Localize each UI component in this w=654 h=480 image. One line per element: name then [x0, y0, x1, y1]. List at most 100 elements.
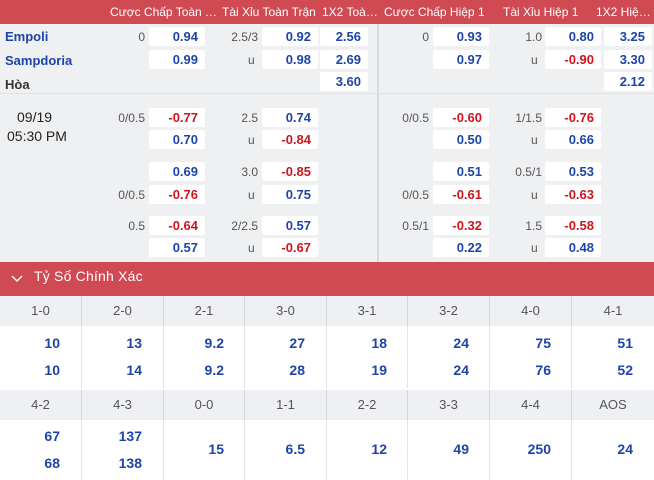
score-odds-home[interactable]: 51 — [617, 335, 633, 351]
h1-handicap-away-odds[interactable]: -0.61 — [433, 185, 489, 204]
h1-1x2-draw-odds[interactable]: 2.12 — [604, 72, 652, 91]
ft-1x2-away-odds[interactable]: 2.69 — [320, 50, 368, 69]
score-label: 3-2 — [407, 296, 489, 326]
score-odds-home[interactable]: 10 — [44, 335, 60, 351]
away-team-name[interactable]: Sampdoria — [5, 53, 73, 68]
ft-handicap-away-odds[interactable]: 0.99 — [149, 50, 205, 69]
score-odds-home[interactable]: 18 — [371, 335, 387, 351]
h1-1x2-home-odds[interactable]: 3.25 — [604, 27, 652, 46]
score-odds[interactable]: 15 — [208, 441, 224, 457]
score-odds-home[interactable]: 24 — [453, 335, 469, 351]
h1-handicap-line: 0 — [422, 30, 429, 44]
score-odds-away[interactable]: 28 — [289, 362, 305, 378]
under-label: u — [531, 188, 538, 202]
column-divider — [489, 326, 490, 388]
score-odds-home[interactable]: 137 — [118, 428, 142, 444]
score-odds-away[interactable]: 24 — [453, 362, 469, 378]
ft-under-odds[interactable]: 0.75 — [262, 185, 318, 204]
ft-over-odds[interactable]: 0.74 — [262, 108, 318, 127]
score-label: 1-1 — [244, 390, 326, 420]
score-odds-away[interactable]: 14 — [126, 362, 142, 378]
ft-1x2-home-odds[interactable]: 2.56 — [320, 27, 368, 46]
h1-handicap-home-odds[interactable]: -0.32 — [433, 216, 489, 235]
score-odds[interactable]: 49 — [453, 441, 469, 457]
correct-score-header[interactable]: Tỷ Số Chính Xác — [0, 262, 654, 296]
under-label: u — [531, 133, 538, 147]
h1-under-odds[interactable]: -0.63 — [545, 185, 601, 204]
score-label: 2-0 — [81, 296, 163, 326]
chevron-down-icon[interactable] — [10, 272, 24, 286]
h1-handicap-home-odds[interactable]: 0.51 — [433, 162, 489, 181]
score-odds-away[interactable]: 76 — [535, 362, 551, 378]
score-odds-away[interactable]: 138 — [118, 455, 142, 471]
score-odds-away[interactable]: 19 — [371, 362, 387, 378]
ft-handicap-home-odds[interactable]: -0.64 — [149, 216, 205, 235]
ft-under-odds[interactable]: -0.84 — [262, 130, 318, 149]
ft-over-odds[interactable]: 0.57 — [262, 216, 318, 235]
score-odds[interactable]: 12 — [371, 441, 387, 457]
h1-handicap-home-odds[interactable]: 0.93 — [433, 27, 489, 46]
ft-handicap-home-odds[interactable]: 0.69 — [149, 162, 205, 181]
score-odds-home[interactable]: 27 — [289, 335, 305, 351]
score-labels-row: 4-2 4-3 0-0 1-1 2-2 3-3 4-4 AOS — [0, 390, 654, 420]
ft-under-odds[interactable]: 0.98 — [262, 50, 318, 69]
h1-under-odds[interactable]: 0.48 — [545, 238, 601, 257]
col-header-h1-over-under[interactable]: Tài Xỉu Hiệp 1 — [503, 5, 579, 19]
score-odds-away[interactable]: 52 — [617, 362, 633, 378]
col-header-ft-over-under[interactable]: Tài Xỉu Toàn Trận — [222, 5, 316, 19]
h1-handicap-away-odds[interactable]: 0.97 — [433, 50, 489, 69]
ft-handicap-home-odds[interactable]: -0.77 — [149, 108, 205, 127]
score-labels-row: 1-0 2-0 2-1 3-0 3-1 3-2 4-0 4-1 — [0, 296, 654, 326]
h1-under-odds[interactable]: -0.90 — [545, 50, 601, 69]
ft-handicap-away-odds[interactable]: 0.57 — [149, 238, 205, 257]
h1-handicap-away-odds[interactable]: 0.50 — [433, 130, 489, 149]
h1-handicap-line: 0/0.5 — [402, 111, 429, 125]
col-header-ft-1x2[interactable]: 1X2 Toàn Trận — [322, 5, 378, 19]
col-header-ft-handicap[interactable]: Cược Chấp Toàn Trận — [110, 5, 218, 19]
score-label: 4-1 — [571, 296, 654, 326]
under-label: u — [248, 188, 255, 202]
score-label: 2-1 — [163, 296, 244, 326]
score-odds-home[interactable]: 67 — [44, 428, 60, 444]
score-odds-away[interactable]: 68 — [44, 455, 60, 471]
score-odds[interactable]: 6.5 — [285, 441, 305, 457]
score-label: 3-3 — [407, 390, 489, 420]
score-odds-home[interactable]: 75 — [535, 335, 551, 351]
home-team-name[interactable]: Empoli — [5, 29, 49, 44]
col-header-h1-handicap[interactable]: Cược Chấp Hiệp 1 — [384, 5, 485, 19]
ft-handicap-away-odds[interactable]: -0.76 — [149, 185, 205, 204]
correct-score-title: Tỷ Số Chính Xác — [34, 268, 143, 284]
h1-over-under-line: 0.5/1 — [515, 165, 542, 179]
col-header-h1-1x2[interactable]: 1X2 Hiệp 1 — [596, 5, 654, 19]
h1-1x2-away-odds[interactable]: 3.30 — [604, 50, 652, 69]
ft-handicap-away-odds[interactable]: 0.70 — [149, 130, 205, 149]
score-odds[interactable]: 250 — [527, 441, 551, 457]
column-divider — [571, 420, 572, 480]
score-odds-home[interactable]: 9.2 — [204, 335, 224, 351]
ft-under-odds[interactable]: -0.67 — [262, 238, 318, 257]
h1-over-odds[interactable]: -0.58 — [545, 216, 601, 235]
ft-handicap-home-odds[interactable]: 0.94 — [149, 27, 205, 46]
ft-1x2-draw-odds[interactable]: 3.60 — [320, 72, 368, 91]
score-label: 2-2 — [326, 390, 407, 420]
ft-over-odds[interactable]: -0.85 — [262, 162, 318, 181]
score-odds-row: 67 68 137 138 15 6.5 12 49 250 24 — [0, 420, 654, 480]
h1-handicap-line: 0/0.5 — [402, 188, 429, 202]
score-odds[interactable]: 24 — [617, 441, 633, 457]
h1-handicap-away-odds[interactable]: 0.22 — [433, 238, 489, 257]
draw-label: Hòa — [5, 77, 30, 92]
ft-over-odds[interactable]: 0.92 — [262, 27, 318, 46]
under-label: u — [248, 133, 255, 147]
score-label: 4-4 — [489, 390, 571, 420]
score-odds-away[interactable]: 10 — [44, 362, 60, 378]
column-divider — [326, 326, 327, 388]
h1-under-odds[interactable]: 0.66 — [545, 130, 601, 149]
h1-handicap-home-odds[interactable]: -0.60 — [433, 108, 489, 127]
h1-over-odds[interactable]: 0.53 — [545, 162, 601, 181]
ft-over-under-line: 2.5/3 — [231, 30, 258, 44]
score-odds-home[interactable]: 13 — [126, 335, 142, 351]
h1-over-odds[interactable]: -0.76 — [545, 108, 601, 127]
score-label: 4-0 — [489, 296, 571, 326]
score-odds-away[interactable]: 9.2 — [204, 362, 224, 378]
h1-over-odds[interactable]: 0.80 — [545, 27, 601, 46]
